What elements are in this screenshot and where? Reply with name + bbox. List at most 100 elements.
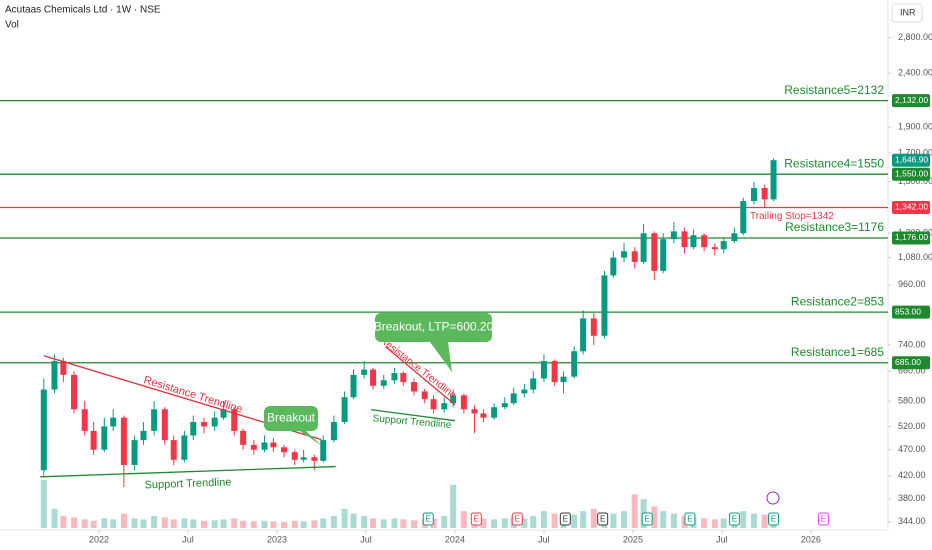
volume-bar xyxy=(341,508,348,528)
candle-body xyxy=(391,373,398,381)
annotation-bubble xyxy=(264,406,318,431)
candle-body xyxy=(300,457,307,460)
level-label: Resistance2=853 xyxy=(791,294,884,308)
level-price-label: 1,176.00 xyxy=(895,232,928,242)
candle-body xyxy=(660,239,667,271)
volume-bar xyxy=(701,518,708,528)
candle-body xyxy=(530,378,537,390)
candle-body xyxy=(460,395,467,410)
candle-body xyxy=(220,409,227,418)
volume-bar xyxy=(291,520,298,528)
volume-bar xyxy=(740,511,747,528)
volume-bar xyxy=(651,506,658,528)
volume-bar xyxy=(140,519,147,528)
volume-bar xyxy=(361,516,368,528)
volume-bar xyxy=(261,520,268,528)
volume-bar xyxy=(200,520,207,528)
candle-body xyxy=(71,374,78,410)
candle-body xyxy=(610,257,617,276)
event-marker xyxy=(684,512,696,526)
candle-body xyxy=(521,389,528,394)
candle-body xyxy=(720,241,727,250)
event-label: E xyxy=(474,515,479,524)
candle-body xyxy=(270,442,277,448)
last-price-label: 1,646.90 xyxy=(895,154,928,164)
candle-body xyxy=(491,407,498,418)
volume-bar xyxy=(450,484,457,528)
candle-body xyxy=(701,235,708,248)
candle-body xyxy=(200,421,207,427)
x-tick-label: 2022 xyxy=(89,534,109,544)
event-label: E xyxy=(426,515,431,524)
volume-bar xyxy=(621,511,628,528)
volume-bar xyxy=(120,513,127,528)
volume-bar xyxy=(161,517,168,528)
candle-body xyxy=(690,235,697,248)
volume-bar xyxy=(250,521,257,528)
event-marker xyxy=(422,512,434,526)
volume-bar xyxy=(571,514,578,528)
y-tick-label: 660.00 xyxy=(898,366,926,376)
y-tick-label: 960.00 xyxy=(898,279,926,289)
candle-body xyxy=(361,369,368,375)
volume-bar xyxy=(181,518,188,528)
volume-bar xyxy=(491,519,498,528)
x-tick-label: 2023 xyxy=(267,534,287,544)
volume-bar xyxy=(231,518,238,528)
volume-bar xyxy=(320,518,327,528)
event-marker xyxy=(597,512,609,526)
volume-bar xyxy=(711,519,718,528)
volume-bar xyxy=(81,519,88,528)
volume-bar xyxy=(350,513,357,528)
candle-body xyxy=(651,233,658,271)
candle-body xyxy=(60,361,67,375)
trendline xyxy=(385,346,456,406)
candle-body xyxy=(170,440,177,460)
volume-bar xyxy=(670,513,677,528)
candle-body xyxy=(370,369,377,386)
y-tick-label: 740.00 xyxy=(898,339,926,349)
event-label: E xyxy=(821,515,826,524)
volume-bar xyxy=(311,520,318,528)
candle-body xyxy=(231,409,238,431)
y-tick-label: 420.00 xyxy=(898,470,926,480)
level-price-label: 1,550.00 xyxy=(895,168,928,178)
candle-body xyxy=(761,188,768,200)
volume-bar xyxy=(580,511,587,528)
dividend-icon xyxy=(766,491,780,505)
candle-body xyxy=(551,361,558,383)
candle-body xyxy=(131,440,138,465)
volume-bar xyxy=(501,518,508,528)
candle-body xyxy=(240,430,247,445)
y-tick-label: 520.00 xyxy=(898,421,926,431)
candle-body xyxy=(81,409,88,431)
candle-body xyxy=(51,361,58,390)
candle-body xyxy=(190,421,197,436)
y-tick-label: 1,500.00 xyxy=(898,176,932,186)
level-price-label: 685.00 xyxy=(895,357,921,367)
candle-body xyxy=(311,457,318,461)
y-tick-label: 580.00 xyxy=(898,396,926,406)
candle-body xyxy=(711,247,718,250)
volume-bar xyxy=(400,519,407,528)
y-tick-label: 2,400.00 xyxy=(898,68,932,78)
currency-box xyxy=(891,3,923,23)
volume-bar xyxy=(151,516,158,528)
candle-body xyxy=(450,395,457,404)
x-tick-label: Jul xyxy=(716,534,728,544)
candle-body xyxy=(740,201,747,234)
volume-label: Vol xyxy=(5,20,19,31)
candle-body xyxy=(211,417,218,427)
level-price-label: 2,132.00 xyxy=(895,95,928,105)
candle-body xyxy=(181,435,188,460)
candle-body xyxy=(750,188,757,202)
candle-body xyxy=(590,318,597,336)
level-label: Resistance5=2132 xyxy=(784,83,884,97)
level-price-box xyxy=(892,167,930,181)
volume-bar xyxy=(60,516,67,528)
volume-bar xyxy=(720,518,727,528)
trendline xyxy=(371,409,456,422)
volume-bar xyxy=(391,518,398,528)
event-label: E xyxy=(645,515,650,524)
candle-body xyxy=(110,417,117,427)
